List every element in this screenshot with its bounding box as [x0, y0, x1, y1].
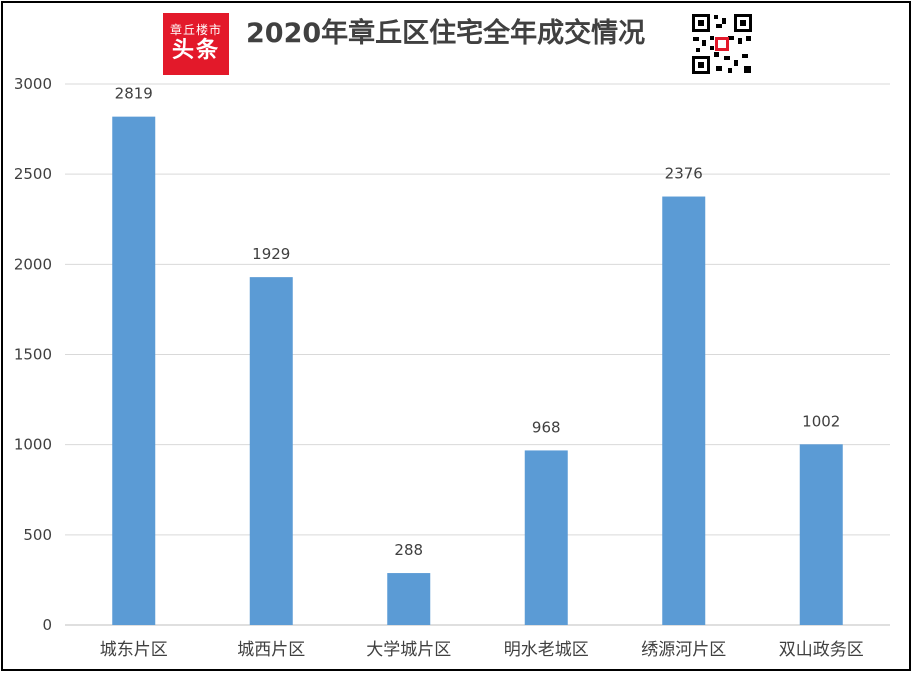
data-label: 288: [394, 541, 423, 559]
y-tick-label: 0: [42, 616, 52, 634]
y-tick-label: 1000: [14, 436, 52, 454]
bar: [249, 277, 293, 625]
bar: [112, 116, 156, 626]
data-label: 968: [532, 418, 561, 436]
y-tick-label: 3000: [14, 75, 52, 93]
bar: [662, 196, 706, 625]
bar: [387, 573, 431, 625]
data-label: 1002: [802, 412, 840, 430]
y-tick-label: 1500: [14, 346, 52, 364]
x-tick-label: 绣源河片区: [641, 640, 726, 660]
y-tick-label: 2000: [14, 255, 52, 273]
x-tick-label: 明水老城区: [504, 640, 589, 660]
chart-title: 2020年章丘区住宅全年成交情况: [246, 18, 646, 49]
data-label: 2819: [115, 85, 153, 103]
y-tick-label: 500: [23, 526, 52, 544]
data-label: 2376: [665, 165, 703, 183]
data-label: 1929: [252, 245, 290, 263]
qr-code-icon: [690, 12, 754, 76]
bar: [799, 444, 843, 625]
y-tick-label: 2500: [14, 165, 52, 183]
logo-line-1: 章丘楼市: [169, 23, 222, 37]
x-tick-label: 城东片区: [100, 640, 168, 660]
x-tick-label: 大学城片区: [366, 640, 451, 660]
brand-logo: 章丘楼市 头条: [163, 13, 229, 75]
x-tick-label: 双山政务区: [779, 640, 864, 660]
bar: [524, 450, 568, 625]
logo-line-2: 头条: [171, 38, 220, 63]
x-tick-label: 城西片区: [237, 640, 305, 660]
